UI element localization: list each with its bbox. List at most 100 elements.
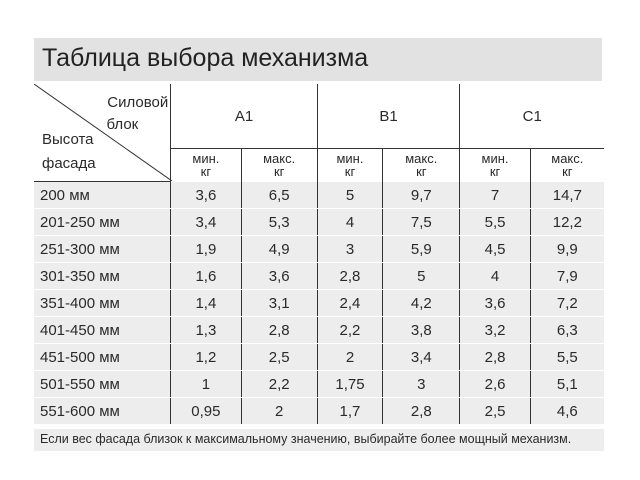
cell-value: 2,8 xyxy=(240,316,318,344)
cell-value: 7,2 xyxy=(529,289,604,317)
subheader-5: макс. кг xyxy=(529,148,604,182)
cell-value: 1,4 xyxy=(170,289,242,317)
table-row: 201-250 мм 3,4 5,3 4 7,5 5,5 12,2 xyxy=(34,208,604,236)
subheader-label: макс. xyxy=(263,151,296,166)
cell-value: 7,9 xyxy=(529,262,604,290)
cell-value: 2,2 xyxy=(240,370,318,398)
cell-value: 5,9 xyxy=(382,235,460,263)
cell-value: 7,5 xyxy=(382,208,460,236)
cell-value: 2 xyxy=(240,397,318,425)
cell-value: 3,2 xyxy=(459,316,531,344)
footnote: Если вес фасада близок к максимальному з… xyxy=(34,429,604,451)
cell-value: 4 xyxy=(459,262,531,290)
cell-value: 5 xyxy=(382,262,460,290)
cell-value: 6,3 xyxy=(529,316,604,344)
cell-value: 1 xyxy=(170,370,242,398)
corner-label-height-1: Высота xyxy=(42,131,94,148)
cell-value: 2,8 xyxy=(382,397,460,425)
cell-value: 1,3 xyxy=(170,316,242,344)
table-row: 401-450 мм 1,3 2,8 2,2 3,8 3,2 6,3 xyxy=(34,316,604,344)
table-row: 301-350 мм 1,6 3,6 2,8 5 4 7,9 xyxy=(34,262,604,290)
cell-value: 12,2 xyxy=(529,208,604,236)
row-height: 501-550 мм xyxy=(34,370,171,398)
diagonal-line xyxy=(34,84,172,181)
row-height: 200 мм xyxy=(34,181,171,209)
cell-value: 9,9 xyxy=(529,235,604,263)
corner-header: Силовой блок Высота фасада xyxy=(34,84,172,182)
cell-value: 1,7 xyxy=(316,397,383,425)
cell-value: 2,5 xyxy=(240,343,318,371)
row-height: 551-600 мм xyxy=(34,397,171,425)
cell-value: 2 xyxy=(316,343,383,371)
row-height: 251-300 мм xyxy=(34,235,171,263)
row-height: 301-350 мм xyxy=(34,262,171,290)
cell-value: 3,1 xyxy=(240,289,318,317)
subheader-unit: кг xyxy=(344,164,356,179)
cell-value: 3,4 xyxy=(170,208,242,236)
corner-label-power-unit-2: блок xyxy=(106,116,139,133)
cell-value: 2,2 xyxy=(316,316,383,344)
row-height: 351-400 мм xyxy=(34,289,171,317)
cell-value: 1,75 xyxy=(316,370,383,398)
row-height: 401-450 мм xyxy=(34,316,171,344)
cell-value: 4,9 xyxy=(240,235,318,263)
title-bar: Таблица выбора механизма xyxy=(34,38,602,81)
subheader-1: макс. кг xyxy=(240,148,318,182)
cell-value: 3,6 xyxy=(170,181,242,209)
subheader-3: макс. кг xyxy=(382,148,460,182)
group-b1: B1 xyxy=(316,84,460,149)
cell-value: 3,6 xyxy=(459,289,531,317)
cell-value: 3,8 xyxy=(382,316,460,344)
mechanism-table: Силовой блок Высота фасада A1 B1 C1 мин. кг… xyxy=(34,84,604,425)
subheader-4: мин. кг xyxy=(459,148,531,182)
cell-value: 2,4 xyxy=(316,289,383,317)
page-title: Таблица выбора механизма xyxy=(42,44,369,72)
cell-value: 0,95 xyxy=(170,397,242,425)
subheader-label: мин. xyxy=(336,151,364,166)
subheader-label: макс. xyxy=(405,151,438,166)
subheader-unit: кг xyxy=(562,164,573,179)
cell-value: 5,1 xyxy=(529,370,604,398)
cell-value: 2,6 xyxy=(459,370,531,398)
cell-value: 9,7 xyxy=(382,181,460,209)
group-a1: A1 xyxy=(170,84,318,149)
group-c1: C1 xyxy=(459,84,604,149)
cell-value: 5,5 xyxy=(459,208,531,236)
table-row: 200 мм 3,6 6,5 5 9,7 7 14,7 xyxy=(34,181,604,209)
cell-value: 2,8 xyxy=(316,262,383,290)
table-row: 501-550 мм 1 2,2 1,75 3 2,6 5,1 xyxy=(34,370,604,398)
subheader-unit: кг xyxy=(200,164,212,179)
cell-value: 6,5 xyxy=(240,181,318,209)
cell-value: 5 xyxy=(316,181,383,209)
subheader-label: макс. xyxy=(551,151,584,166)
cell-value: 5,5 xyxy=(529,343,604,371)
cell-value: 4,6 xyxy=(529,397,604,425)
table-row: 451-500 мм 1,2 2,5 2 3,4 2,8 5,5 xyxy=(34,343,604,371)
cell-value: 2,8 xyxy=(459,343,531,371)
subheader-label: мин. xyxy=(481,151,509,166)
corner-label-power-unit-1: Силовой xyxy=(107,94,169,111)
subheader-unit: кг xyxy=(489,164,501,179)
cell-value: 3,6 xyxy=(240,262,318,290)
cell-value: 1,6 xyxy=(170,262,242,290)
subheader-0: мин. кг xyxy=(170,148,242,182)
cell-value: 1,9 xyxy=(170,235,242,263)
subheader-2: мин. кг xyxy=(316,148,383,182)
cell-value: 2,5 xyxy=(459,397,531,425)
cell-value: 14,7 xyxy=(529,181,604,209)
cell-value: 5,3 xyxy=(240,208,318,236)
cell-value: 7 xyxy=(459,181,531,209)
subheader-label: мин. xyxy=(192,151,220,166)
table-row: 351-400 мм 1,4 3,1 2,4 4,2 3,6 7,2 xyxy=(34,289,604,317)
cell-value: 4,2 xyxy=(382,289,460,317)
subheader-unit: кг xyxy=(416,164,427,179)
cell-value: 4 xyxy=(316,208,383,236)
row-height: 201-250 мм xyxy=(34,208,171,236)
cell-value: 1,2 xyxy=(170,343,242,371)
cell-value: 3,4 xyxy=(382,343,460,371)
cell-value: 3 xyxy=(316,235,383,263)
table-row: 551-600 мм 0,95 2 1,7 2,8 2,5 4,6 xyxy=(34,397,604,425)
cell-value: 4,5 xyxy=(459,235,531,263)
table-row: 251-300 мм 1,9 4,9 3 5,9 4,5 9,9 xyxy=(34,235,604,263)
row-height: 451-500 мм xyxy=(34,343,171,371)
